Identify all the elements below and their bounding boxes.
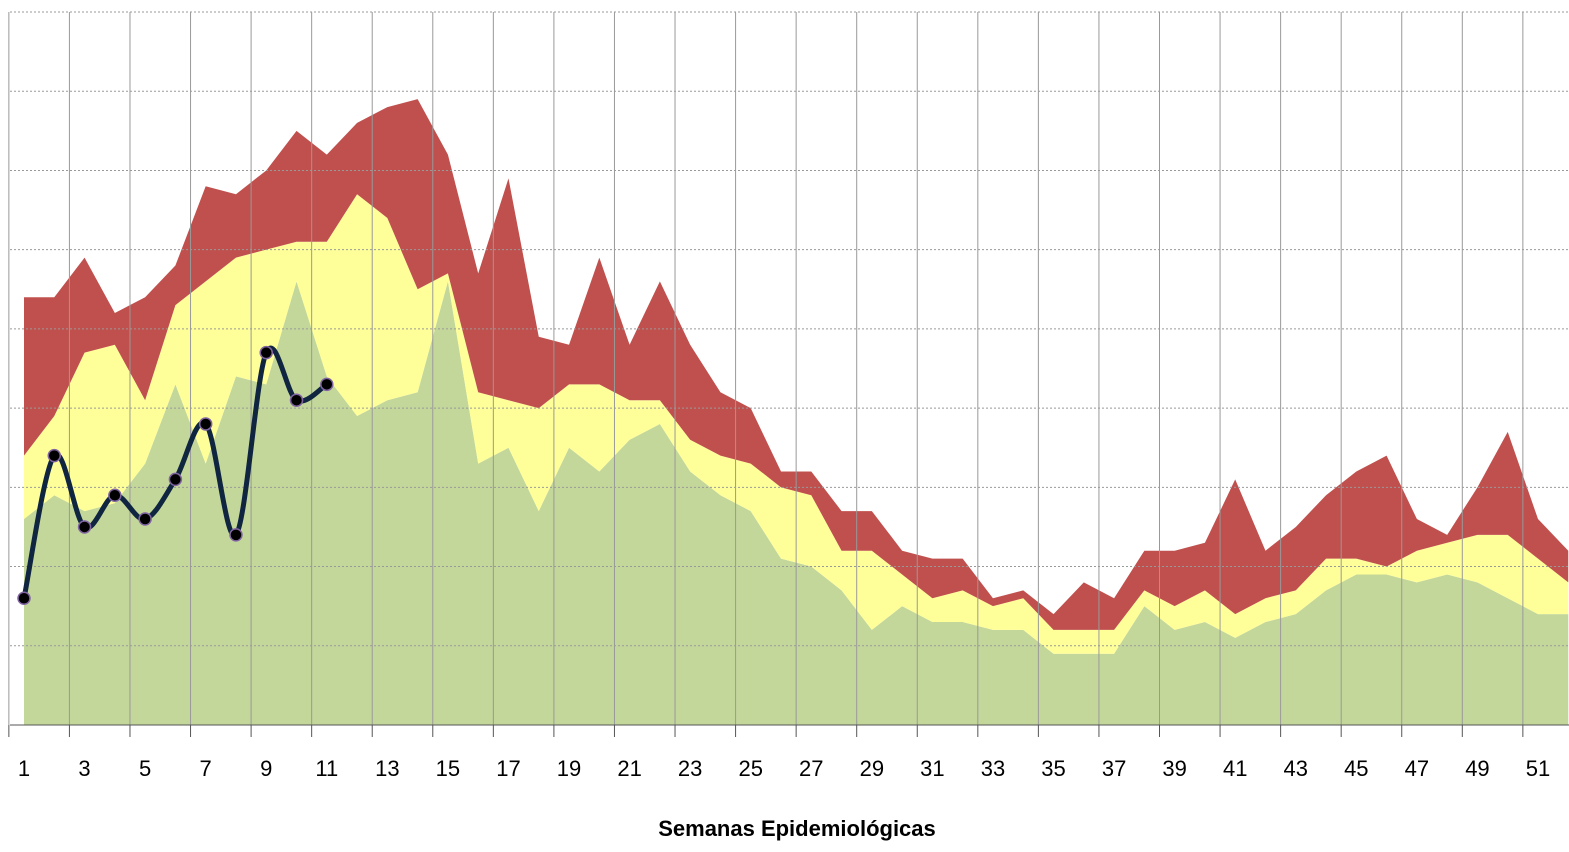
- line-marker: [17, 591, 31, 605]
- line-marker: [108, 488, 122, 503]
- x-tick-label: 13: [375, 756, 399, 781]
- x-tick-label: 15: [436, 756, 460, 781]
- line-marker: [259, 345, 273, 360]
- line-marker: [168, 472, 183, 487]
- x-tick-label: 41: [1223, 756, 1247, 781]
- line-marker: [138, 512, 152, 526]
- x-tick-label: 43: [1284, 756, 1308, 781]
- x-tick-label: 7: [200, 756, 212, 781]
- x-tick-label: 11: [315, 756, 338, 781]
- line-marker: [289, 393, 304, 407]
- x-tick-label: 25: [738, 756, 762, 781]
- x-tick-label: 33: [981, 756, 1005, 781]
- line-marker: [198, 417, 213, 431]
- x-tick-label: 31: [920, 756, 944, 781]
- x-tick-label: 21: [617, 756, 641, 781]
- x-tick-label: 39: [1162, 756, 1186, 781]
- x-tick-label: 1: [18, 756, 30, 781]
- x-tick-label: 29: [860, 756, 884, 781]
- area-band: [24, 281, 1569, 725]
- x-tick-label: 5: [139, 756, 151, 781]
- x-tick-label: 45: [1344, 756, 1368, 781]
- x-tick-label: 3: [78, 756, 90, 781]
- area-band: [24, 194, 1569, 654]
- x-tick-label: 17: [496, 756, 520, 781]
- x-tick-label: 23: [678, 756, 702, 781]
- x-tick-label: 51: [1526, 756, 1550, 781]
- area-band: [24, 99, 1569, 630]
- line-marker: [229, 528, 243, 542]
- x-tick-label: 49: [1465, 756, 1489, 781]
- line-marker: [47, 448, 62, 463]
- areas: [24, 99, 1569, 725]
- line-marker: [320, 377, 334, 392]
- line-marker: [77, 520, 92, 534]
- x-tick-label: 35: [1041, 756, 1065, 781]
- x-axis-title: Semanas Epidemiológicas: [658, 816, 936, 841]
- x-tick-label: 37: [1102, 756, 1126, 781]
- x-tick-label: 19: [557, 756, 581, 781]
- x-tick-label: 27: [799, 756, 823, 781]
- x-tick-label: 47: [1405, 756, 1429, 781]
- x-tick-label: 9: [260, 756, 272, 781]
